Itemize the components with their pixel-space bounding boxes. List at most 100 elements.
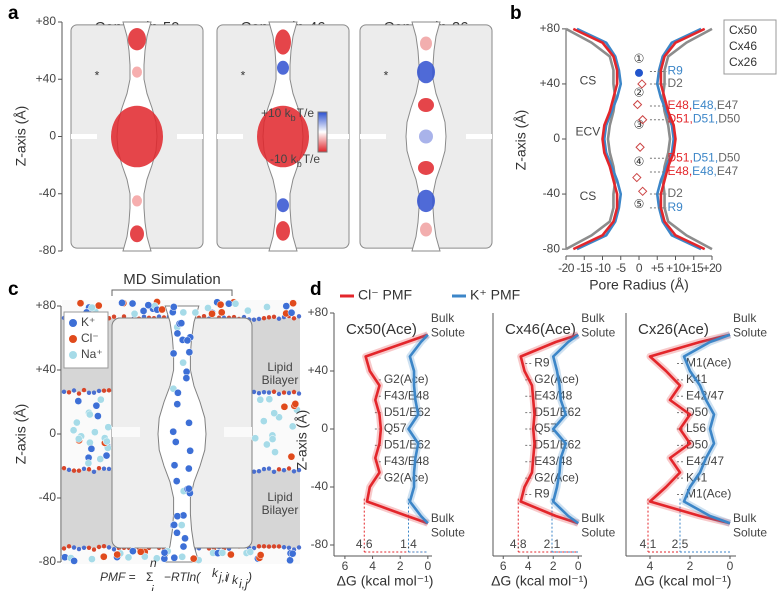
electrostatic-surface xyxy=(275,29,291,55)
electrostatic-surface xyxy=(417,189,435,213)
ion xyxy=(171,438,180,446)
ligand-icon xyxy=(637,79,647,89)
region-marker: * xyxy=(241,69,246,83)
y-tick-label: 0 xyxy=(321,421,328,435)
ion xyxy=(184,464,193,473)
series-line xyxy=(576,27,623,251)
ion xyxy=(179,542,188,551)
lipid-headgroup xyxy=(266,390,272,395)
ion xyxy=(128,299,137,308)
residue-label: M1(Ace) xyxy=(686,356,731,370)
series-line xyxy=(519,333,579,525)
lipid-headgroup xyxy=(86,390,92,396)
ion xyxy=(99,552,108,561)
formula-part: / xyxy=(226,571,230,585)
panel-title: MD Simulation xyxy=(123,271,221,288)
formula-subscript: j,i xyxy=(217,570,228,584)
residue-part: E48, xyxy=(692,164,717,178)
y-tick-label: +80 xyxy=(36,298,57,312)
y-tick-label: -40 xyxy=(543,186,561,200)
ligand-icon xyxy=(632,172,642,183)
x-tick-label: +15 xyxy=(684,261,704,275)
ion xyxy=(183,336,192,345)
y-tick-label: -40 xyxy=(39,186,57,200)
lipid-headgroup xyxy=(276,316,282,321)
y-tick-label: +40 xyxy=(36,71,57,85)
lipid-headgroup xyxy=(66,467,72,473)
site-label: ① xyxy=(634,51,645,65)
y-tick-label: -80 xyxy=(39,554,57,568)
ion xyxy=(84,459,93,468)
panel-letter: c xyxy=(8,279,19,300)
lipid-headgroup xyxy=(286,545,292,551)
residue-label: E43/48 xyxy=(534,454,572,468)
x-tick-label: 4 xyxy=(369,559,376,573)
lipid-headgroup xyxy=(251,317,257,322)
ion xyxy=(291,400,300,408)
x-tick-label: 4 xyxy=(647,559,654,573)
lipid-headgroup xyxy=(111,547,117,552)
ion xyxy=(172,477,181,485)
series-line xyxy=(551,333,580,525)
ion xyxy=(91,428,99,436)
legend-entry: Cx50 xyxy=(729,23,757,37)
bulk-label: Solute xyxy=(733,325,767,339)
region-label: CS xyxy=(580,73,597,87)
lipid-headgroup xyxy=(96,544,102,550)
y-axis-label: Z-axis (Å) xyxy=(513,110,529,171)
ion xyxy=(158,305,166,314)
ion xyxy=(96,455,105,463)
ion xyxy=(69,426,78,435)
legend-entry: Cx26 xyxy=(729,55,757,69)
residue-part: E47 xyxy=(717,164,739,178)
residue-label: G2(Ace) xyxy=(384,470,429,484)
ion xyxy=(179,358,187,367)
region-label: ECV xyxy=(576,124,601,138)
lipid-headgroup xyxy=(266,466,272,471)
ligand-icon xyxy=(635,142,645,152)
ion-icon xyxy=(635,68,643,77)
formula-part: k xyxy=(212,566,219,580)
ion xyxy=(181,534,189,543)
bulk-label: Bulk xyxy=(733,311,757,325)
ion xyxy=(169,349,178,358)
ion xyxy=(169,303,178,311)
legend-entry: Cx46 xyxy=(729,39,757,53)
legend-entry: K⁺ xyxy=(81,315,95,329)
residue-part: D50 xyxy=(718,112,740,126)
chart-title: Cx26(Ace) xyxy=(638,321,709,338)
y-axis-label: Z-axis (Å) xyxy=(13,404,29,465)
residue-label: R9 xyxy=(667,64,683,78)
legend-swatch xyxy=(69,335,77,343)
legend-entry: K⁺ PMF xyxy=(470,287,520,303)
lipid-headgroup xyxy=(86,545,92,550)
x-tick-label: 6 xyxy=(500,559,507,573)
lipid-headgroup xyxy=(271,469,277,475)
lipid-headgroup xyxy=(276,467,282,472)
residue-part: D51, xyxy=(667,112,692,126)
ion xyxy=(289,299,297,308)
electrostatic-surface xyxy=(130,225,144,243)
label-part: +10 k xyxy=(261,106,292,120)
label-part: -10 k xyxy=(270,152,298,166)
formula-subscript: i,j xyxy=(239,577,248,591)
series-line xyxy=(659,27,706,251)
lipid-headgroup xyxy=(106,388,112,393)
ion xyxy=(173,512,182,521)
lipid-headgroup xyxy=(91,547,97,552)
ion xyxy=(216,300,225,309)
ion xyxy=(227,550,235,559)
lipid-headgroup xyxy=(276,391,282,397)
legend-swatch xyxy=(69,319,77,327)
x-axis-label: ΔG (kcal mol⁻¹) xyxy=(635,573,732,589)
x-tick-label: 2 xyxy=(397,559,404,573)
x-tick-label: 6 xyxy=(342,559,349,573)
series-line xyxy=(407,333,429,525)
y-tick-label: 0 xyxy=(553,131,560,145)
lipid-headgroup xyxy=(201,313,207,319)
ion xyxy=(104,423,113,432)
residue-label: D2 xyxy=(667,76,683,90)
lipid-headgroup xyxy=(256,390,262,396)
residue-label: D51/E62 xyxy=(384,438,431,452)
y-tick-label: +80 xyxy=(308,305,329,319)
